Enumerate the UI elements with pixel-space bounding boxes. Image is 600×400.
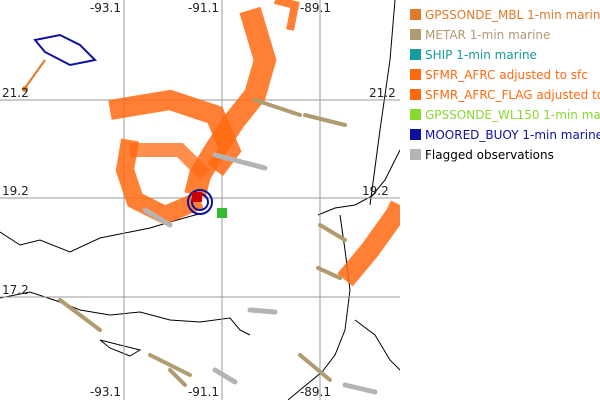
orange-barbs [108,0,400,287]
map: -93.1 -91.1 -89.1 -93.1 -91.1 -89.1 21.2… [0,0,400,400]
legend-label: SFMR_AFRC adjusted to sfc [425,68,588,82]
lon-label: -89.1 [300,385,331,399]
lon-label: -91.1 [188,385,219,399]
legend-swatch [410,49,421,60]
marker [22,86,28,92]
legend: GPSSONDE_MBL 1-min marine METAR 1-min mar… [400,0,600,400]
legend-swatch [410,69,421,80]
marker [217,208,227,218]
legend-swatch [410,29,421,40]
legend-label: METAR 1-min marine [425,28,551,42]
legend-swatch [410,89,421,100]
lat-label: 19.2 [362,184,389,198]
marker [192,192,202,202]
lon-label: -89.1 [300,1,331,15]
legend-label: Flagged observations [425,148,554,162]
lat-label: 21.2 [369,86,396,100]
legend-item: SFMR_AFRC_FLAG adjusted to [410,88,600,104]
grid-labels: -93.1 -91.1 -89.1 -93.1 -91.1 -89.1 21.2… [2,1,396,399]
legend-item: Flagged observations [410,148,554,164]
lon-label: -93.1 [90,385,121,399]
legend-label: SHIP 1-min marine [425,48,537,62]
legend-item: GPSSONDE_MBL 1-min marine [410,8,600,24]
legend-label: SFMR_AFRC_FLAG adjusted to [425,88,600,102]
gray-barbs [142,152,378,395]
legend-label: MOORED_BUOY 1-min marine [425,128,600,142]
legend-label: GPSSONDE_WL150 1-min mar [425,108,600,122]
legend-item: MOORED_BUOY 1-min marine [410,128,600,144]
legend-item: GPSSONDE_WL150 1-min mar [410,108,600,124]
lon-label: -93.1 [90,1,121,15]
legend-item: SFMR_AFRC adjusted to sfc [410,68,588,84]
lat-label: 17.2 [2,283,29,297]
legend-label: GPSSONDE_MBL 1-min marine [425,8,600,22]
lat-label: 19.2 [2,184,29,198]
legend-item: SHIP 1-min marine [410,48,537,64]
legend-swatch [410,129,421,140]
coastline [0,0,400,400]
tan-barbs [58,98,347,387]
legend-item: METAR 1-min marine [410,28,550,44]
grid [0,0,400,400]
legend-swatch [410,109,421,120]
legend-swatch [410,149,421,160]
lat-label: 21.2 [2,86,29,100]
buoy-barbs [24,33,213,215]
lon-label: -91.1 [188,1,219,15]
legend-swatch [410,9,421,20]
